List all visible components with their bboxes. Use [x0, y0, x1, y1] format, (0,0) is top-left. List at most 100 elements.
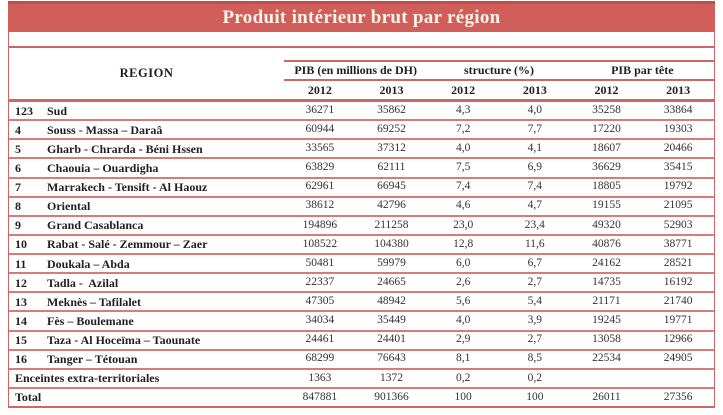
cell-value: 4,6 — [455, 199, 471, 212]
cell-value: 24162 — [592, 256, 621, 269]
cell-value: 24401 — [377, 333, 406, 346]
cell-value: 7,2 — [455, 122, 471, 135]
spacer-row — [9, 32, 714, 48]
table-row: 11 Doukala – Abda 50481 59979 6,0 6,7 24162 2… — [9, 255, 714, 275]
row-number: 123 — [15, 103, 33, 118]
row-number: 8 — [15, 199, 21, 214]
gdp-region-table: REGION PIB (en millions de DH) structure… — [8, 32, 715, 408]
cell-value: 6,9 — [527, 161, 542, 174]
year-header: 2012 — [594, 82, 619, 97]
row-number: 13 — [15, 294, 27, 309]
cell-value: 901366 — [374, 390, 409, 403]
cell-value: 62961 — [305, 180, 335, 193]
cell-value: 23,4 — [524, 218, 545, 231]
cell-value: 6,7 — [527, 256, 542, 269]
page-title: Produit intérieur brut par région — [222, 7, 501, 28]
numeric-column-headers: PIB (en millions de DH) structure (%) PI… — [284, 48, 714, 99]
cell-value: 49320 — [592, 218, 621, 231]
group-header-pib: PIB (en millions de DH) — [294, 63, 417, 77]
table-row: 15 Taza - Al Hoceïma – Taounate 24461 244… — [9, 332, 714, 351]
row-number: 15 — [15, 333, 27, 348]
table-row: 14 Fès – Boulemane 34034 35449 4,0 3,9 19245… — [9, 312, 714, 332]
cell-value: 6,0 — [455, 256, 471, 269]
year-header: 2013 — [666, 82, 691, 97]
cell-value: 42796 — [377, 199, 406, 212]
cell-value: 19303 — [663, 122, 693, 135]
cell-value: 2,9 — [455, 333, 471, 346]
cell-value: 4,3 — [455, 103, 471, 116]
region-name: Tanger – Tétouan — [47, 352, 138, 367]
cell-value: 19771 — [663, 314, 693, 327]
region-name: Chaouia – Ouardigha — [47, 160, 159, 175]
cell-value: 24665 — [377, 275, 406, 288]
table-row: 12 Tadla - Azilal 22337 24665 2,6 2,7 14735 1… — [9, 274, 714, 294]
cell-value: 63829 — [305, 161, 335, 174]
row-number: 5 — [15, 141, 21, 156]
cell-value: 40876 — [592, 237, 621, 250]
cell-value: 12,8 — [453, 237, 474, 250]
cell-value: 35449 — [377, 314, 406, 327]
cell-value: 7,4 — [455, 180, 471, 193]
table-row: Total 847881 901366 100 100 26011 27356 — [9, 389, 714, 406]
cell-value: 21095 — [663, 199, 693, 212]
cell-value: 100 — [526, 390, 544, 403]
table-row: Enceintes extra-territoriales 1363 1372 0,… — [9, 370, 714, 389]
region-name: Enceintes extra-territoriales — [15, 371, 160, 386]
year-header: 2012 — [451, 82, 476, 97]
table-row: 8 Oriental 38612 42796 4,6 4,7 19155 21095 — [9, 198, 714, 217]
table-row: 6 Chaouia – Ouardigha 63829 62111 7,5 6,9 36… — [9, 159, 714, 179]
cell-value: 22337 — [305, 275, 335, 288]
cell-value: 36629 — [592, 161, 621, 174]
cell-value: 47305 — [305, 295, 335, 308]
cell-value: 18805 — [592, 180, 621, 193]
region-name: Tadla - Azilal — [47, 275, 119, 290]
cell-value: 60944 — [305, 122, 335, 135]
cell-value: 22534 — [592, 352, 621, 365]
cell-value: 4,1 — [527, 142, 542, 155]
cell-value: 7,5 — [455, 161, 471, 174]
region-name: Fès – Boulemane — [47, 313, 134, 328]
cell-value: 36271 — [305, 103, 335, 116]
region-name: Doukala – Abda — [47, 256, 130, 271]
group-headers: PIB (en millions de DH) structure (%) PI… — [284, 60, 714, 81]
cell-value: 62111 — [377, 161, 406, 174]
table-row: 123 Sud 36271 35862 4,3 4,0 35258 33864 — [9, 102, 714, 122]
cell-value: 4,0 — [527, 103, 542, 116]
cell-value: 52903 — [663, 218, 693, 231]
cell-value: 4,7 — [527, 199, 542, 212]
cell-value: 48942 — [377, 295, 406, 308]
table-row: 16 Tanger – Tétouan 68299 76643 8,1 8,5 2253… — [9, 351, 714, 370]
year-header: 2013 — [522, 82, 547, 97]
cell-value: 2,7 — [527, 333, 542, 346]
cell-value: 0,2 — [527, 371, 542, 384]
row-number: 16 — [15, 352, 27, 367]
cell-value: 19245 — [592, 314, 621, 327]
cell-value: 38612 — [305, 199, 335, 212]
cell-value: 8,5 — [527, 352, 542, 365]
row-number: 12 — [15, 275, 27, 290]
table-row: 5 Gharb - Chrarda - Béni Hssen 33565 3731… — [9, 140, 714, 160]
table-row: 13 Meknès – Tafilalet 47305 48942 5,6 5,4 21… — [9, 293, 714, 313]
table-row: 4 Souss - Massa – Daraâ 60944 69252 7,2 7,7… — [9, 121, 714, 141]
cell-value: 76643 — [377, 352, 406, 365]
cell-value: 68299 — [305, 352, 335, 365]
cell-value: 28521 — [663, 256, 693, 269]
cell-value: 24905 — [663, 352, 693, 365]
cell-value: 33864 — [663, 103, 693, 116]
cell-value: 20466 — [663, 142, 693, 155]
cell-value: 847881 — [302, 390, 338, 403]
cell-value: 4,0 — [455, 142, 471, 155]
cell-value: 26011 — [592, 390, 621, 403]
table-row: 7 Marrakech - Tensift - Al Haouz 62961 66… — [9, 179, 714, 198]
cell-value: 21171 — [592, 295, 621, 308]
cell-value: 2,7 — [527, 275, 542, 288]
group-header-structure: structure (%) — [463, 63, 535, 77]
year-header: 2013 — [379, 82, 404, 97]
cell-value: 19792 — [663, 180, 693, 193]
cell-value: 1363 — [308, 371, 332, 384]
region-name: Rabat - Salé - Zemmour – Zaer — [47, 237, 208, 252]
cell-value: 35862 — [377, 103, 406, 116]
cell-value: 11,6 — [524, 237, 545, 250]
cell-value: 100 — [454, 390, 472, 403]
region-name: Meknès – Tafilalet — [47, 294, 142, 309]
